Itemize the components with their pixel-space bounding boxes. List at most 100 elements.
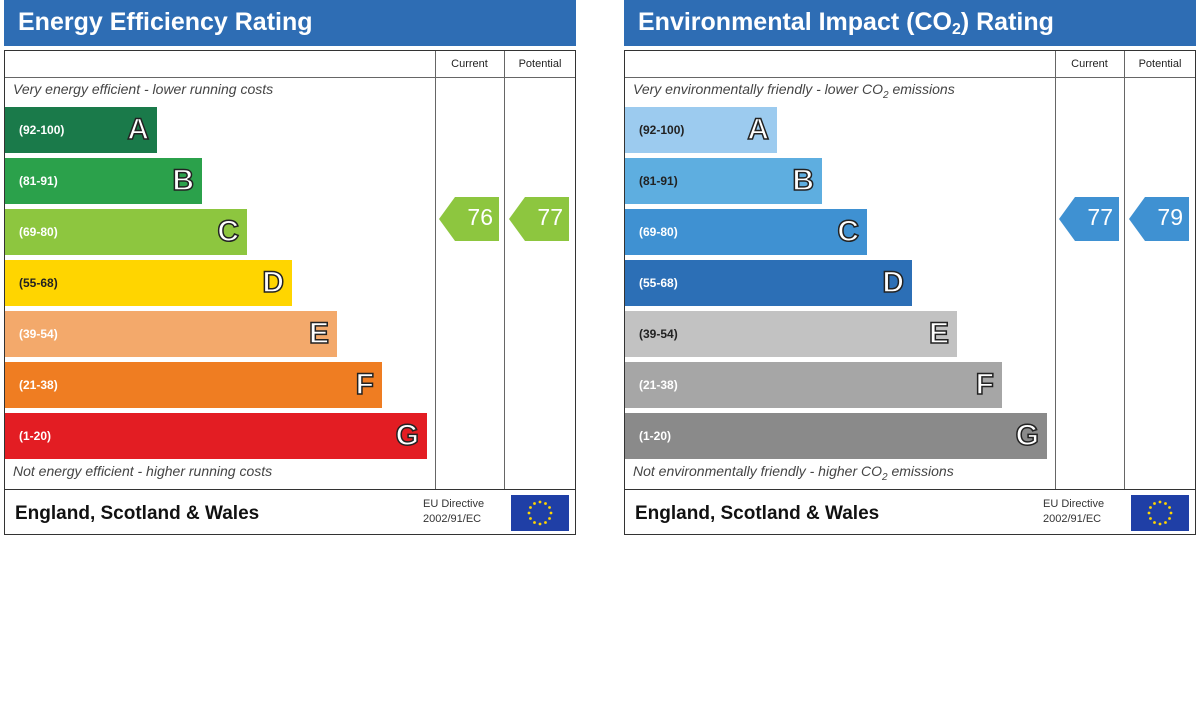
top-note: Very energy efficient - lower running co… (13, 81, 274, 97)
pointer-arrow-shape (509, 197, 569, 241)
rating-band-d: (55-68) D (625, 260, 912, 306)
rating-band-g: (1-20) G (625, 413, 1047, 459)
eu-star-icon (548, 517, 551, 520)
column-divider (435, 51, 436, 489)
rating-band-b: (81-91) B (5, 158, 202, 204)
current-column-header: Current (1055, 51, 1124, 78)
eu-star-icon (548, 506, 551, 509)
band-range-label: (81-91) (639, 174, 678, 188)
pointer-arrow-shape (1129, 197, 1189, 241)
eu-star-icon (1168, 506, 1171, 509)
band-range-label: (21-38) (19, 378, 58, 392)
footer-region: England, Scotland & Wales (15, 503, 260, 524)
rating-band-b: (81-91) B (625, 158, 822, 204)
band-letter: E (928, 316, 950, 351)
band-letter: C (217, 214, 240, 249)
rating-band-a: (92-100) A (625, 107, 777, 153)
eu-star-icon (1164, 502, 1167, 505)
chart-title: Environmental Impact (CO2) Rating (638, 8, 1054, 38)
eu-star-icon (538, 500, 542, 504)
eu-star-icon (1149, 506, 1152, 509)
environmental-impact-chart: Environmental Impact (CO2) Rating Curren… (624, 0, 1196, 535)
chart-frame: Current Potential Very energy efficient … (4, 50, 576, 535)
chart-header: Energy Efficiency Rating (4, 0, 576, 46)
header-rule (625, 77, 1055, 78)
pointer-arrow-shape (1059, 197, 1119, 241)
band-range-label: (39-54) (639, 327, 678, 341)
band-range-label: (39-54) (19, 327, 58, 341)
footer-rule (625, 489, 1195, 490)
eu-star-icon (544, 502, 547, 505)
potential-rating-pointer: 77 (509, 197, 569, 241)
band-letter: G (395, 418, 420, 453)
band-range-label: (21-38) (639, 378, 678, 392)
eu-directive-text: EU Directive 2002/91/EC (1043, 498, 1105, 525)
rating-band-d: (55-68) D (5, 260, 292, 306)
potential-column-header: Potential (1125, 51, 1195, 78)
chart-frame: Current Potential Very environmentally f… (624, 50, 1196, 535)
band-letter: D (882, 265, 905, 300)
pointer-value: 76 (467, 204, 493, 230)
chart-title: Energy Efficiency Rating (18, 8, 313, 36)
eu-star-icon (549, 511, 553, 515)
band-letter: E (308, 316, 330, 351)
rating-band-c: (69-80) C (625, 209, 867, 255)
band-letter: G (1015, 418, 1040, 453)
band-letter: A (747, 112, 770, 147)
eu-star-icon (1168, 517, 1171, 520)
band-letter: D (262, 265, 285, 300)
rating-band-e: (39-54) E (5, 311, 337, 357)
pointer-arrow-shape (439, 197, 499, 241)
bottom-note: Not environmentally friendly - higher CO… (633, 463, 954, 483)
bottom-note: Not energy efficient - higher running co… (13, 463, 273, 479)
band-letter: F (975, 367, 995, 402)
current-column-header: Current (435, 51, 504, 78)
eu-star-icon (1158, 500, 1162, 504)
eu-flag-icon (1131, 495, 1189, 531)
eu-star-icon (538, 522, 542, 526)
eu-star-icon (544, 521, 547, 524)
band-range-label: (1-20) (19, 429, 52, 443)
column-divider (504, 51, 505, 489)
band-range-label: (92-100) (19, 123, 65, 137)
rating-band-f: (21-38) F (625, 362, 1002, 408)
band-letter: A (127, 112, 150, 147)
eu-star-icon (529, 506, 532, 509)
eu-star-icon (533, 521, 536, 524)
energy-efficiency-chart: Energy Efficiency Rating Current Potenti… (4, 0, 576, 535)
band-range-label: (92-100) (639, 123, 685, 137)
eu-directive-text: EU Directive 2002/91/EC (423, 498, 485, 525)
potential-rating-pointer: 79 (1129, 197, 1189, 241)
band-range-label: (69-80) (639, 225, 678, 239)
band-range-label: (1-20) (639, 429, 672, 443)
rating-band-a: (92-100) A (5, 107, 157, 153)
footer-rule (5, 489, 575, 490)
eu-star-icon (533, 502, 536, 505)
rating-band-c: (69-80) C (5, 209, 247, 255)
column-divider (1055, 51, 1056, 489)
band-range-label: (55-68) (19, 276, 58, 290)
top-note: Very environmentally friendly - lower CO… (633, 81, 955, 101)
eu-star-icon (529, 517, 532, 520)
pointer-value: 77 (1087, 204, 1113, 230)
header-rule (5, 77, 435, 78)
eu-star-icon (1169, 511, 1173, 515)
eu-flag-icon (511, 495, 569, 531)
footer-region: England, Scotland & Wales (635, 503, 880, 524)
column-divider (1124, 51, 1125, 489)
current-rating-pointer: 76 (439, 197, 499, 241)
band-range-label: (69-80) (19, 225, 58, 239)
eu-star-icon (1158, 522, 1162, 526)
rating-band-e: (39-54) E (625, 311, 957, 357)
pointer-value: 79 (1157, 204, 1183, 230)
eu-star-icon (1149, 517, 1152, 520)
eu-star-icon (1147, 511, 1151, 515)
band-letter: F (355, 367, 375, 402)
band-letter: C (837, 214, 860, 249)
eu-star-icon (1153, 502, 1156, 505)
chart-header: Environmental Impact (CO2) Rating (624, 0, 1196, 46)
rating-band-f: (21-38) F (5, 362, 382, 408)
potential-column-header: Potential (505, 51, 575, 78)
band-range-label: (81-91) (19, 174, 58, 188)
band-letter: B (792, 163, 815, 198)
